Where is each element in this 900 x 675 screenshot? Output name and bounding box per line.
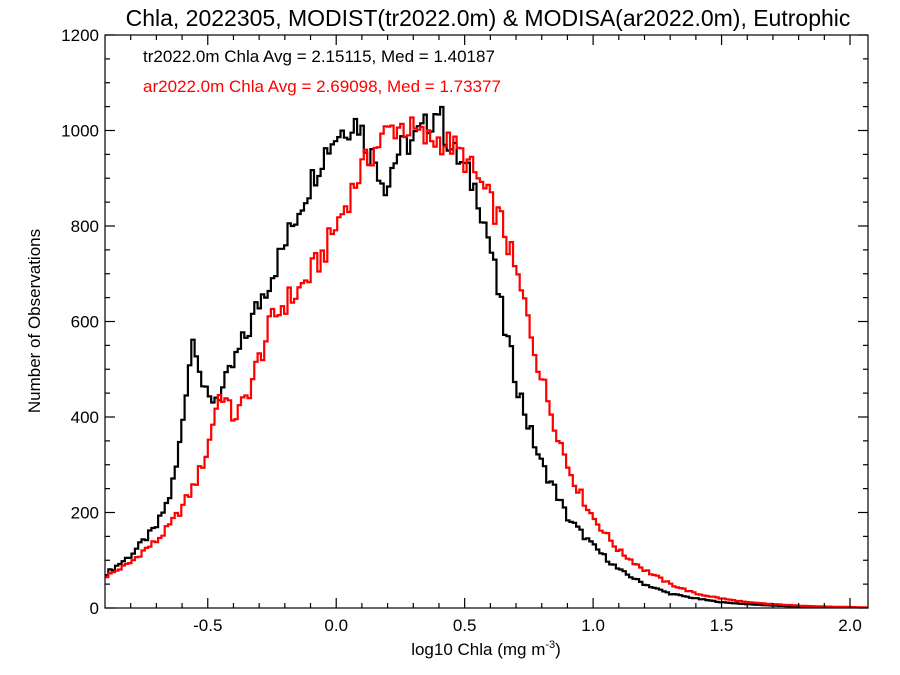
- x-tick-label: 2.0: [838, 616, 862, 635]
- annotation-tr-stats: tr2022.0m Chla Avg = 2.15115, Med = 1.40…: [143, 47, 495, 66]
- y-axis-label: Number of Observations: [25, 229, 44, 413]
- y-tick-label: 600: [71, 313, 99, 332]
- axis-tick-labels: -0.5 0.0 0.5 1.0 1.5 2.0 0 200 400 600 800 1000 1200: [61, 26, 862, 635]
- annotation-ar-stats: ar2022.0m Chla Avg = 2.69098, Med = 1.73…: [143, 77, 501, 96]
- axis-ticks: [105, 34, 868, 609]
- x-tick-label: -0.5: [193, 616, 222, 635]
- x-tick-label: 1.5: [710, 616, 734, 635]
- x-axis-label: log10 Chla (mg m-3): [411, 639, 561, 659]
- x-tick-label: 0.5: [453, 616, 477, 635]
- y-tick-label: 800: [71, 217, 99, 236]
- y-tick-label: 0: [90, 599, 99, 618]
- x-axis-label-main: log10 Chla (mg m: [411, 640, 545, 659]
- x-axis-label-end: ): [555, 640, 561, 659]
- y-tick-label: 400: [71, 408, 99, 427]
- series-layer: [105, 105, 868, 608]
- x-tick-label: 0.0: [324, 616, 348, 635]
- plot-frame: [104, 34, 869, 609]
- y-tick-label: 1200: [61, 26, 99, 45]
- y-tick-label: 1000: [61, 122, 99, 141]
- x-tick-label: 1.0: [581, 616, 605, 635]
- chart-title: Chla, 2022305, MODIST(tr2022.0m) & MODIS…: [126, 5, 851, 31]
- series-line-1: [105, 116, 868, 608]
- x-axis-label-superscript: -3: [545, 639, 555, 651]
- y-tick-label: 200: [71, 504, 99, 523]
- series-line-0: [105, 105, 868, 608]
